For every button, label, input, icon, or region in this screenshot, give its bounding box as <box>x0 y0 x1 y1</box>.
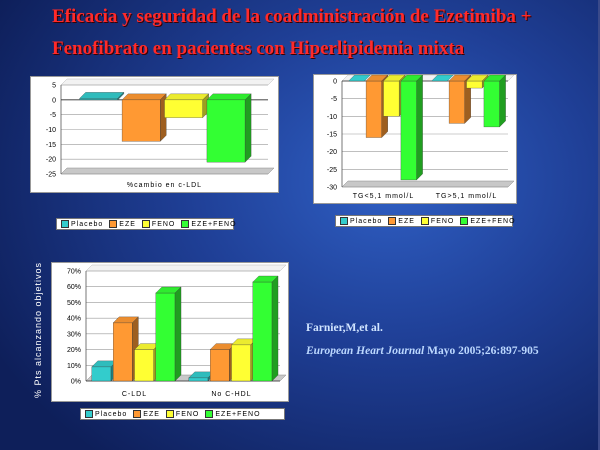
bar <box>155 286 182 382</box>
chart-tg-change: 0 -5 -10 -15 -20 -25 -30 TG<5,1 mmol/L TG>5,1 mm… <box>313 74 517 204</box>
legend-item: EZE+FENO <box>205 410 260 418</box>
bar <box>252 275 279 382</box>
y-tick-label: 10% <box>67 363 81 370</box>
reference-details: Mayo 2005;26:897-905 <box>424 345 539 357</box>
title-line-1: Eficacia y seguridad de la coadministrac… <box>52 6 532 27</box>
legend-item: FENO <box>141 220 176 228</box>
bar <box>483 75 506 128</box>
legend-swatch <box>61 220 69 228</box>
legend-swatch <box>165 410 174 418</box>
legend-label: FENO <box>175 410 200 418</box>
x-category-label: %cambio en c-LDL <box>127 182 202 189</box>
legend-label: Placebo <box>95 410 128 418</box>
bar <box>79 91 125 101</box>
y-tick-label: 50% <box>67 300 81 307</box>
legend-swatch <box>420 217 429 225</box>
legend-swatch <box>133 410 142 418</box>
reference-authors: Farnier,M,et al. <box>306 322 383 334</box>
y-tick-label: -30 <box>327 185 337 192</box>
x-category-label: TG>5,1 mmol/L <box>436 193 497 200</box>
bar <box>121 93 167 142</box>
bar <box>365 75 388 138</box>
chart-floor <box>60 167 275 175</box>
legend-goal-attainment: Placebo EZE FENO EZE+FENO <box>80 408 285 420</box>
chart-goal-attainment: 70% 60% 50% 40% 30% 20% 10% 0% C-LDL No C-HDL <box>51 262 289 402</box>
y-tick-label: 70% <box>67 269 81 276</box>
y-tick-label: 0 <box>52 97 56 104</box>
y-tick-label: 40% <box>67 316 81 323</box>
legend-tg-change: Placebo EZE FENO EZE+FENO <box>335 215 515 227</box>
legend-swatch <box>181 220 190 228</box>
y-tick-label: -15 <box>327 132 337 139</box>
legend-ldl-change: Placebo EZE FENO EZE+FENO <box>56 218 236 230</box>
y-tick-label: -5 <box>331 96 337 103</box>
y-axis-label-goal: % Pts alcanzando objetivos <box>33 261 43 399</box>
legend-swatch <box>205 410 214 418</box>
legend-item: Placebo <box>340 217 382 225</box>
chart-back-wall <box>85 264 287 272</box>
legend-label: Placebo <box>71 220 104 228</box>
legend-item: EZE+FENO <box>460 217 515 225</box>
reference-citation: European Heart Journal Mayo 2005;26:897-… <box>306 345 539 357</box>
title-line-2: Fenofibrato en pacientes con Hiperlipide… <box>52 38 465 59</box>
legend-item: EZE <box>109 220 136 228</box>
y-tick-label: -25 <box>46 172 56 179</box>
legend-label: EZE+FENO <box>215 410 261 418</box>
legend-swatch <box>141 220 150 228</box>
legend-item: EZE <box>133 410 160 418</box>
chart-ldl-change: 5 0 -5 -10 -15 -20 -25 %cambio en c-LDL <box>30 76 279 193</box>
x-category-label: TG<5,1 mmol/L <box>353 193 414 200</box>
y-tick-label: -15 <box>46 142 56 149</box>
y-tick-label: 60% <box>67 284 81 291</box>
y-tick-label: 30% <box>67 331 81 338</box>
bar <box>348 75 371 82</box>
legend-swatch <box>109 220 118 228</box>
legend-item: FENO <box>420 217 455 225</box>
bar <box>206 93 252 163</box>
y-tick-label: 5 <box>52 83 56 90</box>
chart-floor <box>341 180 515 188</box>
legend-item: EZE <box>388 217 415 225</box>
x-category-label: C-LDL <box>122 391 147 398</box>
y-tick-label: -10 <box>327 114 337 121</box>
y-tick-label: -25 <box>327 167 337 174</box>
legend-label: FENO <box>151 220 176 228</box>
legend-label: Placebo <box>350 217 383 225</box>
bar <box>400 75 423 181</box>
chart-back-wall <box>60 78 275 86</box>
y-tick-label: 0 <box>333 79 337 86</box>
reference-journal: European Heart Journal <box>306 345 425 357</box>
y-tick-label: -20 <box>46 157 56 164</box>
legend-label: EZE+FENO <box>191 220 237 228</box>
y-tick-label: 20% <box>67 347 81 354</box>
legend-label: EZE <box>398 217 415 225</box>
legend-label: EZE+FENO <box>470 217 516 225</box>
y-tick-label: -5 <box>50 112 56 119</box>
bar <box>91 360 118 382</box>
legend-item: Placebo <box>61 220 103 228</box>
legend-swatch <box>460 217 469 225</box>
x-category-label: No C-HDL <box>211 391 251 398</box>
y-tick-label: 0% <box>71 379 81 386</box>
legend-item: EZE+FENO <box>181 220 236 228</box>
legend-swatch <box>388 217 397 225</box>
bar <box>431 75 454 82</box>
legend-swatch <box>85 410 93 418</box>
legend-label: EZE <box>119 220 136 228</box>
legend-label: EZE <box>143 410 160 418</box>
bar <box>164 93 210 118</box>
edge-strip <box>598 0 600 450</box>
legend-item: FENO <box>165 410 200 418</box>
legend-label: FENO <box>430 217 455 225</box>
y-tick-label: -20 <box>327 149 337 156</box>
y-tick-label: -10 <box>46 127 56 134</box>
legend-swatch <box>340 217 348 225</box>
legend-item: Placebo <box>85 410 127 418</box>
